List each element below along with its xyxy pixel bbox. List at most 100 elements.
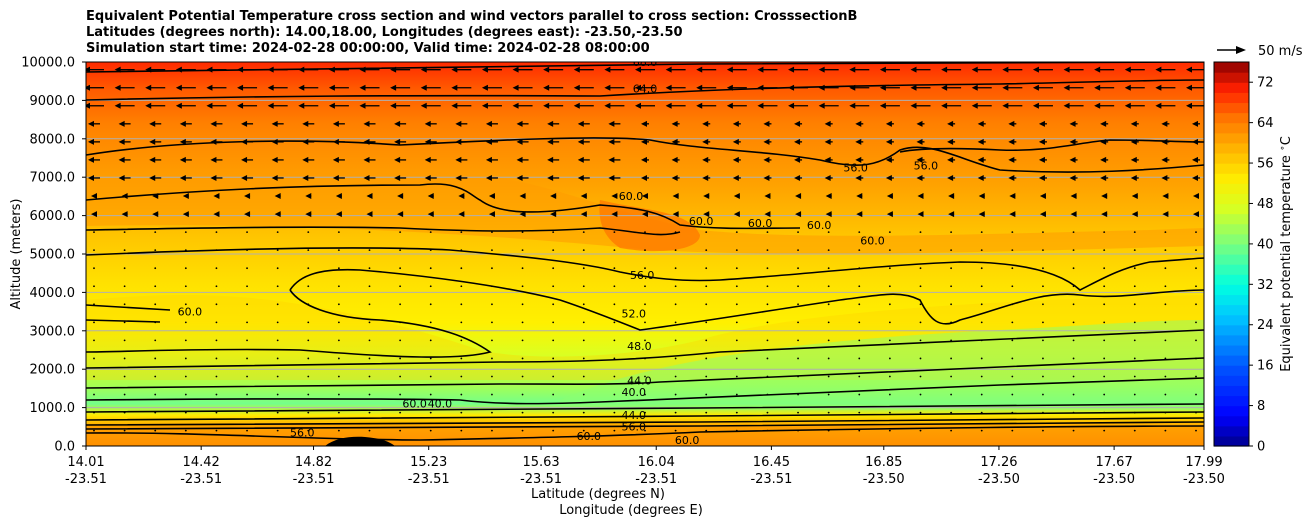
wind-arrow-calm bbox=[521, 249, 524, 252]
wind-arrow-calm bbox=[429, 249, 432, 252]
wind-arrow-calm bbox=[582, 393, 585, 396]
wind-arrow-calm bbox=[1103, 303, 1106, 306]
contour-60-mid bbox=[86, 183, 801, 230]
contour-label: 60.0 bbox=[675, 434, 700, 447]
wind-arrow-calm bbox=[552, 375, 555, 378]
wind-arrow-calm bbox=[399, 375, 402, 378]
wind-arrow-calm bbox=[950, 231, 953, 234]
wind-arrow-calm bbox=[460, 393, 463, 396]
wind-arrow-calm bbox=[858, 429, 861, 432]
wind-arrow-head bbox=[394, 156, 401, 163]
wind-arrow-calm bbox=[644, 357, 646, 360]
wind-arrow-head bbox=[359, 102, 366, 109]
wind-arrow-calm bbox=[827, 303, 830, 306]
wind-arrow-calm bbox=[980, 393, 983, 396]
wind-arrow-calm bbox=[491, 231, 493, 234]
wind-arrow-head bbox=[1155, 84, 1162, 91]
wind-arrow-head bbox=[1186, 84, 1192, 91]
wind-arrow-calm bbox=[888, 375, 891, 378]
wind-arrow-calm bbox=[766, 285, 769, 288]
wind-arrow-calm bbox=[368, 303, 371, 306]
wind-arrow-head bbox=[879, 102, 886, 109]
wind-arrow-head bbox=[455, 138, 462, 145]
wind-arrow-calm bbox=[1164, 429, 1167, 432]
wind-arrow-head bbox=[941, 102, 948, 109]
wind-arrow-calm bbox=[246, 411, 248, 414]
wind-arrow-calm bbox=[797, 375, 799, 378]
wind-arrow-head bbox=[910, 102, 917, 109]
wind-arrow-head bbox=[1100, 156, 1107, 163]
wind-arrow-head bbox=[302, 156, 309, 163]
title-line-3: Simulation start time: 2024-02-28 00:00:… bbox=[86, 41, 650, 56]
wind-arrow-calm bbox=[337, 339, 340, 342]
wind-arrow-calm bbox=[1195, 321, 1197, 324]
wind-arrow-calm bbox=[735, 231, 738, 234]
wind-arrow-head bbox=[206, 66, 213, 73]
wind-arrow-calm bbox=[858, 357, 861, 360]
wind-arrow-head bbox=[335, 211, 342, 218]
wind-arrow-calm bbox=[491, 267, 493, 270]
wind-arrow-calm bbox=[552, 285, 555, 288]
wind-arrow-calm bbox=[246, 321, 248, 324]
wind-arrow-calm bbox=[307, 357, 310, 360]
wind-arrow-head bbox=[302, 174, 309, 181]
wind-arrow-calm bbox=[797, 303, 799, 306]
wind-arrow-head bbox=[485, 120, 492, 127]
wind-arrow-head bbox=[274, 211, 281, 218]
wind-arrow-head bbox=[1070, 211, 1077, 218]
wind-arrow-head bbox=[206, 102, 213, 109]
wind-arrow-calm bbox=[215, 393, 218, 396]
wind-arrow-head bbox=[267, 102, 274, 109]
wind-arrow-calm bbox=[276, 285, 279, 288]
wind-arrow-head bbox=[604, 84, 611, 91]
wind-arrow-head bbox=[757, 84, 764, 91]
wind-arrow-head bbox=[971, 102, 978, 109]
contour-52 bbox=[289, 268, 1204, 331]
wind-arrow-head bbox=[390, 84, 397, 91]
wind-arrow-calm bbox=[491, 249, 493, 252]
wind-arrow-calm bbox=[552, 321, 555, 324]
wind-arrow-head bbox=[1162, 211, 1169, 218]
wind-arrow-calm bbox=[888, 357, 891, 360]
wind-arrow-calm bbox=[827, 429, 830, 432]
colorbar-level bbox=[1214, 193, 1249, 205]
colorbar-level bbox=[1214, 132, 1249, 144]
wind-arrow-calm bbox=[888, 249, 891, 252]
wind-arrow-calm bbox=[797, 429, 799, 432]
wind-arrow-calm bbox=[460, 249, 463, 252]
wind-arrow-calm bbox=[766, 249, 769, 252]
wind-arrow-calm bbox=[888, 321, 891, 324]
wind-arrow-calm bbox=[123, 321, 126, 324]
contour-64 bbox=[86, 79, 1204, 101]
wind-arrow-calm bbox=[1072, 249, 1075, 252]
wind-arrow-calm bbox=[93, 357, 95, 360]
wind-arrow-calm bbox=[1103, 357, 1106, 360]
colorbar-level bbox=[1214, 395, 1249, 407]
wind-arrow-head bbox=[1161, 174, 1168, 181]
wind-arrow-head bbox=[916, 138, 923, 145]
wind-arrow-head bbox=[671, 156, 678, 163]
x-axis-label-lat: Latitude (degrees N) bbox=[531, 487, 665, 502]
wind-arrow-head bbox=[1002, 66, 1009, 73]
wind-arrow-calm bbox=[644, 321, 646, 324]
wind-arrow-head bbox=[703, 193, 710, 200]
wind-arrow-head bbox=[665, 66, 672, 73]
wind-arrow-head bbox=[512, 102, 519, 109]
wind-arrow-calm bbox=[980, 231, 983, 234]
wind-arrow-calm bbox=[644, 231, 646, 234]
wind-arrow-calm bbox=[674, 267, 677, 270]
colorbar-tick-label: 32 bbox=[1257, 278, 1274, 293]
wind-arrow-calm bbox=[766, 339, 769, 342]
wind-arrow-head bbox=[757, 102, 764, 109]
wind-arrow-head bbox=[977, 174, 984, 181]
wind-arrow-head bbox=[88, 156, 94, 163]
x-tick-label-lat: 17.67 bbox=[1096, 455, 1133, 470]
wind-arrow-head bbox=[1130, 120, 1137, 127]
wind-arrow-calm bbox=[184, 285, 187, 288]
wind-arrow-head bbox=[267, 66, 274, 73]
wind-arrow-calm bbox=[1103, 375, 1106, 378]
wind-arrow-calm bbox=[858, 267, 861, 270]
wind-arrow-calm bbox=[582, 375, 585, 378]
wind-arrow-calm bbox=[307, 339, 310, 342]
wind-arrow-calm bbox=[613, 393, 616, 396]
